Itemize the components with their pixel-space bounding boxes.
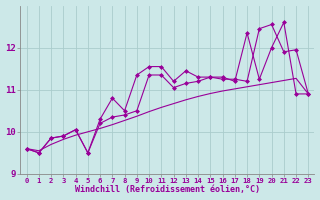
X-axis label: Windchill (Refroidissement éolien,°C): Windchill (Refroidissement éolien,°C) <box>75 185 260 194</box>
